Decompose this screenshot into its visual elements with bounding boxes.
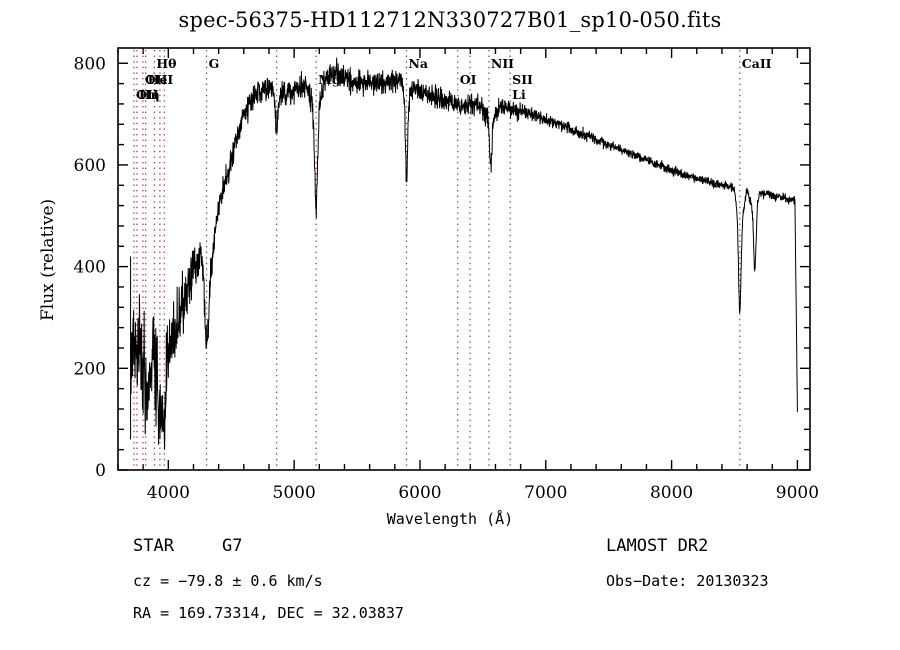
- line-label-oii2: OII: [144, 72, 168, 87]
- y-tick-label: 800: [74, 54, 106, 74]
- survey-label: LAMOST DR2: [606, 536, 709, 556]
- axis-tick-labels: 4000 5000 6000 7000 8000 9000 0 200 400 600 800: [74, 54, 820, 503]
- spectral-class-label: G7: [222, 536, 243, 556]
- flux-trace: [130, 57, 798, 450]
- line-label-hei: HeI: [147, 72, 174, 87]
- x-axis-title: Wavelength (Å): [386, 510, 514, 528]
- line-label-caii-triplet: CaII: [741, 56, 772, 71]
- y-tick-label: 0: [95, 461, 106, 481]
- line-label-nii: NII: [490, 56, 515, 71]
- spectrum-trace: [130, 57, 798, 450]
- line-label-g-band: G: [208, 56, 220, 71]
- plot-frame: [117, 47, 811, 471]
- object-type-label: STAR: [133, 536, 174, 556]
- page-title: spec-56375-HD112712N330727B01_sp10-050.f…: [178, 8, 722, 32]
- line-label-na: Na: [408, 56, 429, 71]
- y-tick-label: 200: [74, 359, 106, 379]
- line-label-mg: Mg: [318, 72, 341, 87]
- x-tick-label: 6000: [398, 483, 441, 503]
- spectral-line-markers: [133, 50, 741, 468]
- coordinates-label: RA = 169.73314, DEC = 32.03837: [133, 604, 404, 622]
- line-label-h-eta: Hη: [138, 87, 160, 102]
- x-tick-label: 5000: [273, 483, 316, 503]
- redshift-velocity-label: cz = −79.8 ± 0.6 km/s: [133, 572, 323, 590]
- y-axis-title: Flux (relative): [38, 198, 58, 321]
- y-tick-label: 600: [74, 156, 106, 176]
- y-tick-label: 400: [74, 258, 106, 278]
- line-label-sii: SII: [512, 72, 533, 87]
- x-tick-label: 7000: [524, 483, 567, 503]
- x-tick-label: 4000: [147, 483, 190, 503]
- line-label-h-theta: Hθ: [156, 56, 177, 71]
- x-tick-label: 9000: [776, 483, 819, 503]
- line-label-oi: OI: [459, 72, 477, 87]
- line-label-li: Li: [512, 87, 526, 102]
- line-label-oii: OII: [135, 87, 159, 102]
- x-tick-label: 8000: [650, 483, 693, 503]
- obs-date-label: Obs−Date: 20130323: [606, 572, 769, 590]
